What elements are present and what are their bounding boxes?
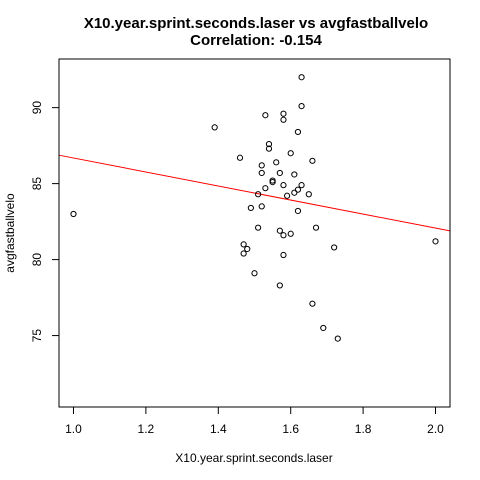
- data-point: [276, 169, 283, 177]
- data-point: [236, 154, 244, 161]
- data-point: [312, 224, 320, 231]
- data-point: [280, 251, 287, 259]
- regression-line: [58, 154, 451, 232]
- x-tick-label: 2.0: [427, 422, 444, 436]
- data-point: [211, 124, 218, 131]
- chart-subtitle: Correlation: -0.154: [190, 32, 322, 49]
- x-tick-label: 1.8: [355, 422, 372, 436]
- data-point: [280, 110, 287, 117]
- data-point: [280, 116, 287, 123]
- y-axis: 75 80 85 90: [30, 101, 59, 343]
- data-point: [258, 169, 265, 177]
- data-point: [262, 112, 269, 119]
- data-point: [305, 191, 312, 198]
- y-tick-label: 80: [30, 253, 44, 267]
- data-points: [70, 74, 439, 342]
- data-point: [283, 192, 291, 199]
- data-point: [294, 207, 302, 215]
- data-point: [287, 150, 294, 157]
- data-point: [298, 182, 305, 189]
- y-tick-label: 75: [30, 329, 44, 343]
- data-point: [255, 224, 262, 231]
- y-tick-label: 90: [30, 101, 44, 115]
- data-point: [294, 128, 302, 136]
- data-point: [298, 103, 305, 110]
- data-point: [269, 178, 276, 186]
- x-tick-label: 1.4: [210, 422, 227, 436]
- data-point: [280, 232, 287, 239]
- x-tick-label: 1.2: [138, 422, 155, 436]
- y-tick-label: 85: [30, 177, 44, 191]
- data-point: [280, 182, 287, 189]
- data-point: [432, 238, 439, 245]
- data-point: [320, 324, 327, 332]
- data-point: [291, 189, 298, 196]
- x-axis: 1.0 1.2 1.4 1.6 1.8 2.0: [65, 407, 444, 436]
- data-point: [244, 245, 251, 253]
- data-point: [258, 162, 265, 169]
- data-point: [309, 300, 316, 307]
- plot-frame: [58, 58, 451, 408]
- data-point: [309, 157, 316, 164]
- data-point: [276, 282, 283, 289]
- data-point: [240, 241, 247, 248]
- data-point: [255, 191, 262, 198]
- x-axis-label: X10.year.sprint.seconds.laser: [175, 451, 332, 465]
- data-point: [287, 230, 294, 237]
- data-point: [262, 185, 269, 192]
- data-point: [247, 204, 254, 212]
- data-point: [258, 203, 265, 210]
- data-point: [240, 250, 247, 257]
- chart-title: X10.year.sprint.seconds.laser vs avgfast…: [84, 15, 428, 32]
- data-point: [70, 210, 77, 218]
- data-point: [273, 159, 280, 166]
- data-point: [298, 74, 305, 81]
- x-tick-label: 1.6: [282, 422, 299, 436]
- data-point: [265, 141, 273, 148]
- data-point: [276, 227, 283, 234]
- data-point: [334, 335, 341, 342]
- regression-line-group: [58, 154, 451, 232]
- y-axis-label: avgfastballvelo: [3, 193, 17, 273]
- data-point: [251, 270, 258, 277]
- data-point: [294, 186, 302, 193]
- x-tick-label: 1.0: [65, 422, 82, 436]
- data-point: [291, 171, 298, 178]
- data-point: [265, 145, 273, 152]
- data-point: [331, 244, 338, 251]
